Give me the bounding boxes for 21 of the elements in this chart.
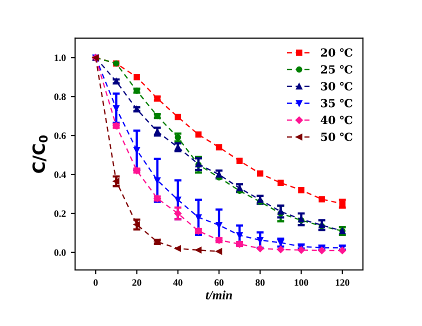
x-tick-label: 120 (336, 279, 350, 286)
x-tick-label: 60 (214, 279, 224, 286)
legend-label: 50 ℃ (321, 132, 352, 142)
legend-label: 20 ℃ (321, 48, 352, 57)
x-tick-label: 40 (173, 279, 182, 286)
y-tick-label: 0.4 (54, 171, 66, 178)
legend-label: 30 ℃ (321, 82, 352, 90)
y-tick-label: 0.8 (54, 93, 66, 100)
x-tick-label: 0 (94, 279, 98, 286)
legend-label: 25 ℃ (321, 65, 352, 74)
y-tick-label: 0.0 (54, 249, 66, 256)
y-tick-label: 1.0 (54, 54, 66, 62)
legend-label: 40 ℃ (320, 116, 352, 124)
y-tick-label: 0.2 (54, 210, 66, 217)
x-tick-label: 80 (256, 279, 265, 286)
x-tick-label: 100 (294, 279, 308, 286)
y-tick-label: 0.6 (54, 132, 66, 140)
legend-label: 35 ℃ (321, 98, 352, 108)
y-axis-title: C/C$_{0}$ (32, 135, 48, 173)
x-axis-title: t/min (206, 290, 232, 300)
x-tick-label: 20 (132, 279, 142, 286)
